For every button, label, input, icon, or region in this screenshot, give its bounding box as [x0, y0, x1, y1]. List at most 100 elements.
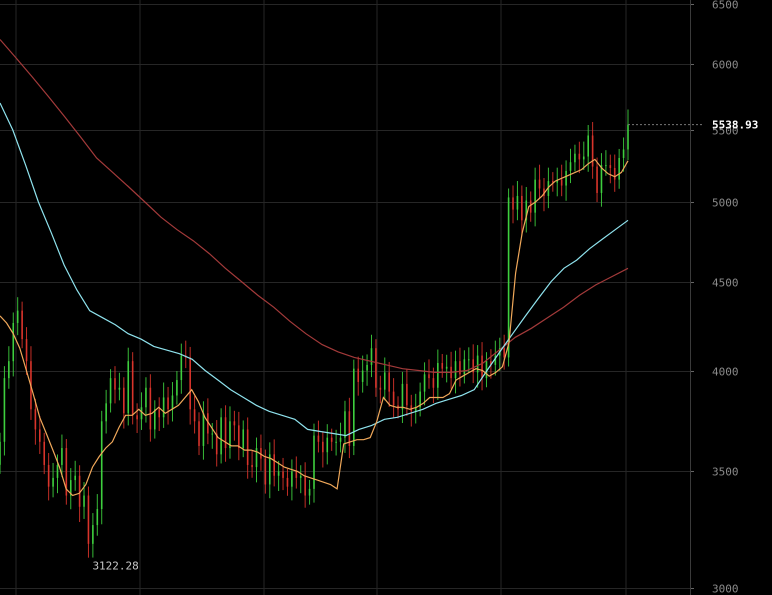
candle-body-34 [149, 387, 152, 430]
candle-body-61 [268, 454, 271, 485]
candle-body-120 [529, 200, 532, 213]
ma-mid-line [0, 102, 629, 437]
candle-body-27 [118, 387, 121, 390]
low-price-label: 3122.28 [92, 560, 138, 573]
candle-body-135 [596, 166, 598, 193]
candle-body-51 [224, 417, 227, 449]
candle-body-24 [105, 403, 107, 422]
y-tick-label-6000: 6000 [712, 59, 739, 72]
candle-body-95 [419, 391, 421, 408]
candle-body-111 [490, 361, 492, 365]
candle-body-80 [353, 368, 355, 446]
candle-body-126 [556, 179, 559, 183]
candle-body-88 [388, 372, 390, 392]
candle-body-82 [361, 370, 364, 382]
candle-body-8 [34, 409, 37, 430]
candle-body-134 [591, 135, 594, 167]
candle-body-131 [578, 153, 581, 160]
candle-body-78 [344, 411, 346, 438]
candle-body-29 [127, 361, 130, 414]
candle-body-1 [3, 378, 6, 442]
candle-body-62 [273, 454, 275, 476]
candle-body-115 [507, 197, 510, 358]
candle-body-89 [392, 391, 395, 406]
candle-body-28 [123, 387, 125, 414]
candle-body-10 [43, 441, 46, 465]
candle-body-57 [251, 464, 253, 468]
candle-body-25 [109, 378, 112, 404]
candle-body-46 [202, 413, 205, 446]
candle-body-32 [140, 407, 143, 420]
candle-body-68 [299, 475, 302, 478]
candle-body-142 [627, 124, 629, 150]
candle-body-83 [366, 364, 368, 371]
candle-body-23 [100, 421, 103, 510]
candle-body-139 [613, 168, 616, 180]
moving-average-lines [0, 39, 629, 497]
candle-body-81 [357, 368, 360, 382]
candle-body-22 [96, 509, 99, 526]
candle-body-14 [61, 448, 63, 465]
candle-body-19 [83, 495, 85, 507]
candle-body-6 [25, 339, 28, 362]
candle-body-45 [198, 421, 200, 446]
candle-body-2 [8, 361, 10, 379]
candle-body-43 [189, 357, 191, 410]
candle-body-70 [308, 488, 311, 496]
candle-body-5 [21, 310, 23, 340]
candle-body-48 [211, 433, 214, 435]
ma-fast-line [0, 158, 629, 497]
y-tick-label-5500: 5500 [712, 125, 739, 138]
candle-body-63 [277, 471, 280, 476]
candle-body-44 [193, 409, 196, 422]
candle-body-76 [335, 441, 337, 443]
candle-body-92 [406, 383, 408, 406]
candle-body-104 [459, 361, 461, 375]
candle-body-15 [65, 448, 68, 496]
candle-body-133 [587, 135, 589, 157]
candle-body-54 [238, 425, 240, 449]
candle-body-116 [512, 197, 514, 210]
candle-body-9 [39, 429, 41, 442]
candle-body-31 [136, 415, 138, 420]
candle-body-0 [0, 441, 1, 465]
chart-grid [0, 0, 690, 595]
candle-body-98 [432, 378, 435, 388]
candle-body-60 [264, 458, 267, 485]
candle-body-137 [605, 165, 607, 167]
candle-body-40 [176, 380, 178, 396]
candle-body-17 [74, 475, 76, 481]
candle-body-37 [162, 397, 165, 418]
chart-annotations: 5538.93 3122.28 [92, 119, 758, 573]
candle-body-124 [547, 181, 550, 196]
candle-body-77 [339, 437, 342, 442]
candle-body-38 [167, 397, 169, 410]
candle-body-50 [220, 417, 222, 455]
candle-body-67 [295, 471, 298, 478]
candle-body-26 [114, 378, 116, 390]
candle-body-12 [52, 477, 54, 487]
candle-body-118 [521, 195, 523, 221]
candle-body-66 [291, 471, 293, 487]
candle-body-11 [47, 464, 50, 487]
price-axis: 3000 3500 4000 4500 5000 5500 6000 6500 [690, 0, 739, 595]
last-price-label: 5538.93 [712, 119, 758, 132]
ma-slow-line [0, 39, 629, 373]
candle-body-41 [180, 355, 183, 381]
candle-body-84 [370, 348, 373, 365]
y-tick-label-4000: 4000 [712, 366, 739, 379]
candle-body-53 [233, 421, 236, 426]
candle-body-112 [494, 355, 497, 365]
candle-body-132 [582, 156, 585, 160]
candle-body-114 [503, 348, 505, 358]
candle-body-79 [348, 411, 351, 446]
candle-body-36 [158, 409, 161, 418]
candle-body-122 [538, 179, 541, 189]
candle-body-136 [600, 165, 603, 193]
candle-body-100 [441, 363, 444, 369]
candle-body-86 [379, 387, 382, 390]
candle-body-109 [481, 355, 483, 379]
candle-body-119 [525, 200, 528, 221]
candle-body-94 [414, 407, 417, 412]
